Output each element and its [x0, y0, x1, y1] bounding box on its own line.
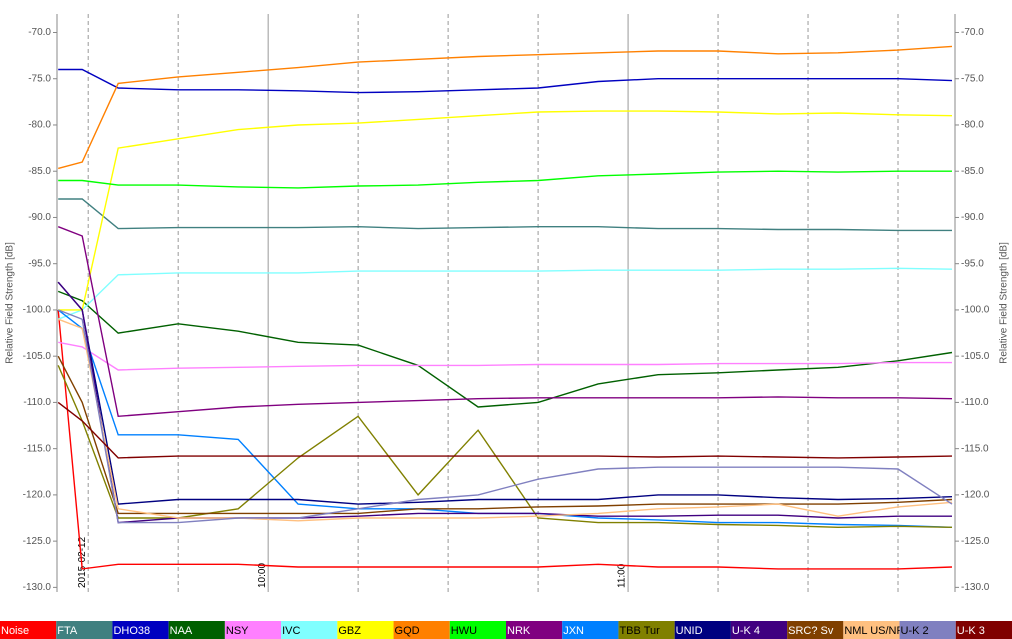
- legend-label: Noise: [1, 625, 29, 637]
- legend-label: NAA: [170, 625, 193, 637]
- y-tick-label-left: -70.0: [28, 27, 51, 38]
- series-line: [57, 267, 953, 320]
- series-line: [58, 341, 952, 371]
- legend-swatch: [899, 621, 956, 639]
- x-tick-label: 10:00: [257, 563, 268, 588]
- y-tick-label-right: -100.0: [961, 305, 990, 316]
- legend-label: GQD: [395, 625, 420, 637]
- y-tick-label-left: -80.0: [28, 120, 51, 131]
- legend-swatch: [787, 621, 844, 639]
- y-tick-label-left: -90.0: [28, 212, 51, 223]
- series-line: [58, 110, 953, 311]
- legend-label: NML US/NPM: [844, 625, 913, 637]
- x-tick-label: 2015-02-12: [77, 536, 88, 588]
- series-line: [58, 68, 953, 94]
- legend-swatch: [337, 621, 394, 639]
- legend-label: SRC? Sv: [788, 625, 834, 637]
- series-line: [58, 170, 952, 189]
- y-tick-label-right: -125.0: [961, 536, 990, 547]
- series-line: [57, 318, 953, 522]
- y-tick-label-left: -105.0: [23, 351, 52, 362]
- legend-label: GBZ: [338, 625, 361, 637]
- y-tick-label-left: -115.0: [23, 443, 51, 454]
- y-tick-label-right: -130.0: [961, 582, 990, 593]
- legend-swatch: [674, 621, 731, 639]
- legend-label: IVC: [282, 625, 300, 637]
- legend-swatch: [730, 621, 788, 639]
- series-line: [57, 365, 953, 529]
- series-line: [57, 355, 953, 515]
- legend-swatch: [562, 621, 619, 639]
- y-tick-label-left: -125.0: [23, 536, 52, 547]
- series-line: [58, 45, 953, 170]
- legend-swatch: [506, 621, 563, 639]
- legend-swatch: [843, 621, 900, 639]
- y-axis-label-left: Relative Field Strength [dB]: [5, 242, 16, 364]
- legend-label: U-K 2: [901, 625, 929, 637]
- legend-swatch: [393, 621, 450, 639]
- y-tick-label-right: -105.0: [961, 351, 990, 362]
- series-line: [57, 226, 953, 418]
- legend-swatch: [224, 621, 282, 639]
- legend-swatch: [618, 621, 675, 639]
- legend-swatch: [168, 621, 225, 639]
- legend-swatch: [449, 621, 506, 639]
- legend-label: FTA: [57, 625, 78, 637]
- y-tick-label-left: -120.0: [23, 490, 52, 501]
- y-tick-label-right: -75.0: [961, 73, 984, 84]
- series-line: [57, 281, 952, 524]
- y-tick-label-right: -95.0: [961, 258, 984, 269]
- legend-label: U-K 3: [957, 625, 985, 637]
- y-tick-label-right: -110.0: [961, 397, 989, 408]
- legend-label: NSY: [226, 625, 249, 637]
- y-tick-label-right: -70.0: [961, 27, 984, 38]
- y-tick-label-left: -85.0: [28, 166, 51, 177]
- y-tick-label-left: -75.0: [28, 73, 51, 84]
- legend-swatch: [281, 621, 338, 639]
- legend-label: UNID: [676, 625, 703, 637]
- y-tick-label-right: -85.0: [961, 166, 984, 177]
- y-tick-label-left: -95.0: [28, 258, 51, 269]
- legend-label: TBB Tur: [619, 625, 660, 637]
- x-tick-label: 11:00: [617, 563, 628, 588]
- series-line: [57, 281, 953, 505]
- legend-swatch: [56, 621, 113, 639]
- y-tick-label-right: -120.0: [961, 490, 990, 501]
- series-line: [57, 290, 953, 408]
- legend-label: NRK: [507, 625, 531, 637]
- legend-swatch: [0, 621, 57, 639]
- y-tick-label-right: -115.0: [961, 443, 989, 454]
- y-axis-label-right: Relative Field Strength [dB]: [999, 242, 1010, 364]
- y-tick-label-left: -110.0: [23, 397, 51, 408]
- series-line: [57, 309, 953, 524]
- legend-label: U-K 4: [732, 625, 760, 637]
- y-tick-label-left: -130.0: [23, 582, 52, 593]
- y-tick-label-left: -100.0: [23, 305, 52, 316]
- legend-label: JXN: [563, 625, 584, 637]
- series-line: [57, 401, 953, 459]
- y-tick-label-right: -80.0: [961, 120, 984, 131]
- series-line: [58, 198, 952, 232]
- legend-swatch: [112, 621, 169, 639]
- series-line: [57, 309, 953, 570]
- legend-label: DHO38: [113, 625, 150, 637]
- legend-swatch: [955, 621, 1012, 639]
- legend-label: HWU: [451, 625, 477, 637]
- y-tick-label-right: -90.0: [961, 212, 984, 223]
